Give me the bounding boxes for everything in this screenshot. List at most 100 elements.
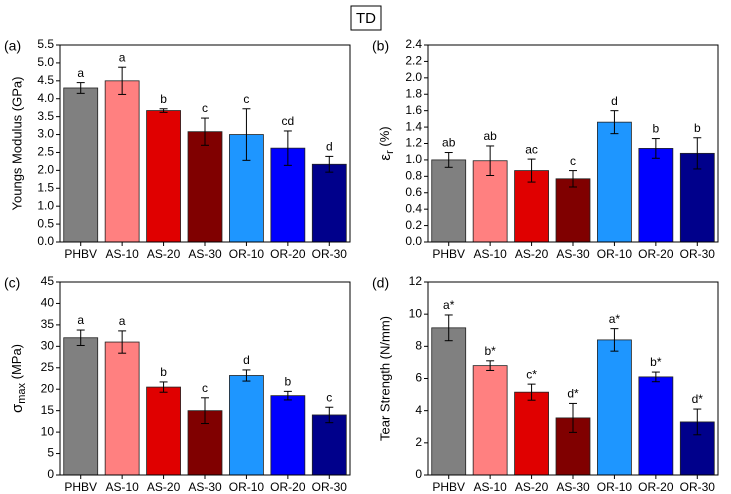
y-tick-label: 2.0 [37,163,54,177]
y-label-symbol: ε [377,154,394,161]
y-tick-label: 0 [47,467,54,481]
y-tick-label: 5.5 [37,37,54,51]
y-tick-label: 1.5 [37,180,54,194]
x-tick-label: OR-10 [597,480,633,494]
bar [597,339,632,476]
error-bar [325,155,334,173]
x-tick-label: AS-20 [515,480,549,494]
annotation: c* [526,367,537,381]
error-bar [444,314,453,342]
y-axis-label: εr (%) [377,126,396,160]
x-tick-label: OR-10 [229,480,265,494]
y-tick-label: 0.0 [405,234,422,248]
bar [187,131,223,243]
panel-label: (d) [372,275,389,291]
bar [431,327,467,476]
error-bar [118,330,127,354]
bar [146,386,181,476]
y-tick-label: 20 [41,381,55,395]
annotation: b [160,365,167,379]
x-tick-label: OR-10 [229,247,265,261]
y-tick-label: 4.5 [37,73,54,87]
annotation: c [202,101,208,115]
error-bar [325,406,334,424]
plot-frame [427,281,719,476]
annotation: a [119,50,126,64]
y-label-unit: (MPa) [9,344,24,383]
annotation: a [77,66,84,80]
x-tick-label: AS-10 [473,247,507,261]
plot-frame [427,44,719,243]
y-tick-label: 1.0 [37,198,54,212]
error-bar [569,170,577,188]
annotation: b* [484,344,496,358]
annotation: c [202,381,208,395]
annotation: b [285,375,292,389]
error-bar [76,329,85,346]
annotation: a [77,313,84,327]
y-axis-label: Youngs Modulus (GPa) [9,77,24,211]
error-bar [569,402,577,433]
bar [597,121,632,243]
annotation: c [326,390,332,404]
annotation: a* [609,312,621,326]
x-tick-label: AS-10 [105,480,139,494]
bar [63,87,99,243]
plot-frame [59,281,351,476]
panel-label: (b) [372,38,389,54]
y-tick-label: 1.4 [405,119,422,133]
bar [555,178,591,243]
annotation: ac [525,142,538,156]
annotation: b [653,122,660,136]
annotation: a [119,314,126,328]
x-tick-label: AS-10 [473,480,507,494]
y-tick-label: 4 [415,403,422,417]
y-tick-label: 2.2 [405,54,422,68]
y-tick-label: 2.5 [37,145,54,159]
x-tick-label: AS-10 [105,247,139,261]
error-bar [486,360,495,371]
plot-frame [59,44,351,243]
x-tick-label: AS-30 [188,247,222,261]
y-tick-label: 0.4 [405,201,422,215]
x-tick-label: OR-20 [638,480,674,494]
x-tick-label: AS-30 [556,247,590,261]
y-tick-label: 0.2 [405,218,422,232]
error-bar [201,397,209,425]
y-label-symbol: σ [9,403,26,413]
x-tick-label: OR-30 [312,247,348,261]
x-tick-label: AS-30 [556,480,590,494]
bar [146,110,181,243]
x-tick-label: PHBV [432,480,465,494]
bar [229,375,264,476]
annotation: d [611,94,618,108]
x-tick-label: OR-30 [680,247,716,261]
y-tick-label: 6 [415,371,422,385]
annotation: d [243,353,250,367]
y-tick-label: 35 [41,317,55,331]
x-tick-label: OR-20 [638,247,674,261]
bar [514,391,549,476]
y-tick-label: 10 [41,424,55,438]
error-bar [527,383,536,401]
annotation: cd [282,114,295,128]
y-tick-label: 8 [415,339,422,353]
y-tick-label: 5 [47,446,54,460]
error-bar [651,138,660,159]
error-bar [201,117,209,146]
error-bar [527,158,536,183]
error-bar [610,110,619,135]
error-bar [693,408,702,436]
error-bar [159,381,168,393]
y-tick-label: 0.5 [37,216,54,230]
annotation: c [243,92,249,106]
x-tick-label: AS-20 [147,247,181,261]
x-tick-label: OR-10 [597,247,633,261]
annotation: d* [567,387,579,401]
annotation: c [570,154,576,168]
bar [638,376,674,476]
bar [472,365,508,476]
error-bar [118,66,127,95]
y-label-subscript: max [16,382,28,403]
